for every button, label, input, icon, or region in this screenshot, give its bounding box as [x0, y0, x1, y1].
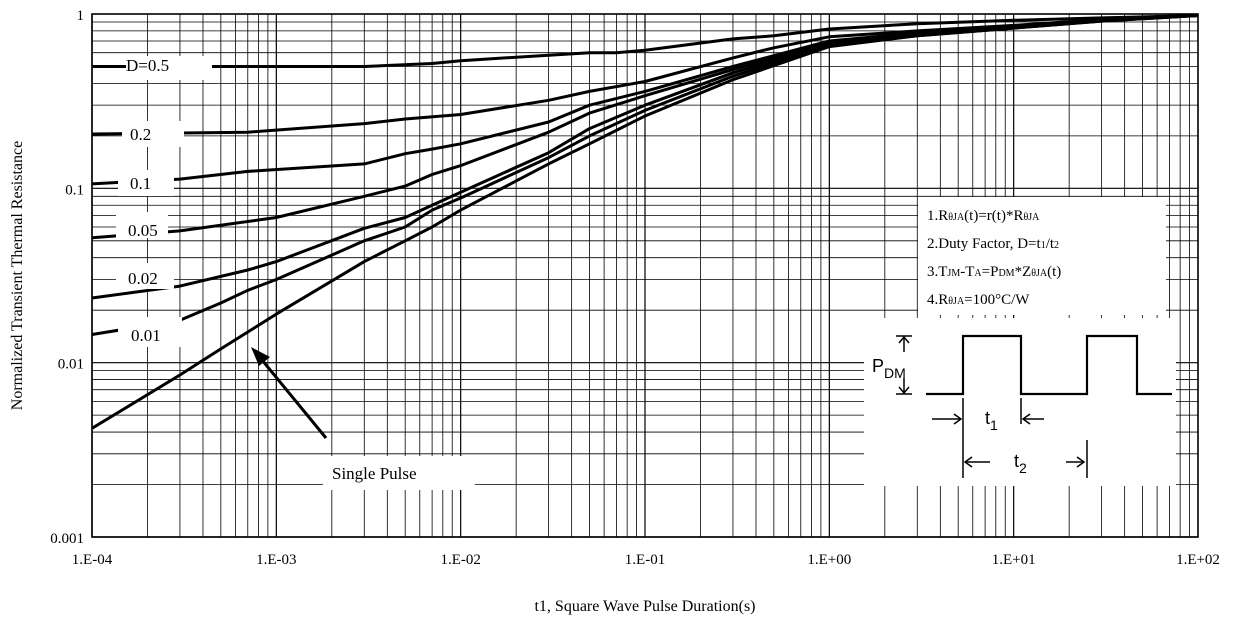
curve-label-bg [118, 317, 182, 347]
x-tick-label: 1.E-01 [625, 552, 665, 568]
series-line [91, 14, 1199, 136]
curve-label-bg [116, 212, 168, 238]
curve-label: 0.2 [130, 125, 151, 144]
note-segment: DM [998, 268, 1014, 279]
y-tick-label: 0.001 [50, 531, 84, 547]
curve-label: Single Pulse [332, 464, 417, 483]
x-tick-label: 1.E-03 [256, 552, 296, 568]
note-segment: θJA [1031, 268, 1048, 279]
note-segment: θJA [948, 296, 965, 307]
note-segment: (t)=r(t)*R [964, 208, 1023, 224]
note-segment: 1.R [927, 208, 948, 224]
note-segment: -T [960, 264, 974, 280]
note-segment: 2 [1054, 240, 1059, 251]
note-segment: 3.T [927, 264, 947, 280]
note-segment: θJA [948, 212, 965, 223]
series-line [91, 14, 1199, 430]
curve-label: 0.01 [131, 326, 161, 345]
arrow-shaft [260, 359, 328, 439]
t2-label-main: t [1014, 451, 1019, 471]
plot-frame [91, 13, 1199, 538]
curve-label-bg [122, 121, 184, 147]
curve-label-bg [323, 456, 475, 490]
t1-label: t1 [985, 408, 998, 433]
note-segment: 1 [1041, 240, 1046, 251]
pdm-label-sub: DM [884, 365, 906, 381]
pulse-waveform [926, 334, 1172, 396]
single-pulse-arrow [251, 347, 328, 439]
note-segment: (t) [1047, 264, 1061, 280]
note-segment: =100°C/W [964, 292, 1030, 308]
note-segment: 4.R [927, 292, 948, 308]
note-segment: /t [1046, 236, 1055, 252]
t2-arrowhead-left [963, 456, 973, 468]
plot-border [91, 13, 1199, 538]
x-tick-label: 1.E+01 [992, 552, 1036, 568]
y-tick-label: 1 [77, 8, 85, 24]
t1-arrowhead-left [953, 413, 963, 425]
note-line: 4.RθJA=100°C/W [927, 292, 1030, 308]
note-segment: =P [982, 264, 999, 280]
tick-labels: 1.E-04 1.E-03 1.E-02 1.E-01 1.E+00 1.E+01 1.E+… [50, 8, 1220, 568]
t1-label-sub: 1 [990, 417, 998, 433]
t2-label-sub: 2 [1019, 460, 1027, 476]
y-axis-title: Normalized Transient Thermal Resistance [9, 141, 26, 410]
y-tick-label: 0.1 [65, 182, 84, 198]
curve-label-bg [126, 56, 212, 80]
arrow-head [251, 347, 270, 366]
t2-arrowhead-right [1076, 456, 1086, 468]
pdm-label: PDM [872, 356, 906, 381]
curve-label: 0.02 [128, 269, 158, 288]
pdm-label-main: P [872, 356, 884, 376]
x-tick-label: 1.E+02 [1176, 552, 1220, 568]
y-tick-label: 0.01 [58, 357, 84, 373]
curve-labels: D=0.5 0.2 0.1 0.05 0.02 0.01 Single Pulse [116, 56, 475, 490]
curve-label: D=0.5 [126, 56, 169, 75]
x-tick-label: 1.E+00 [807, 552, 851, 568]
x-axis-title: t1, Square Wave Pulse Duration(s) [534, 598, 755, 615]
x-tick-label: 1.E-02 [440, 552, 480, 568]
x-tick-label: 1.E-04 [72, 552, 113, 568]
note-segment: A [974, 268, 982, 279]
note-segment: θJA [1023, 212, 1040, 223]
notes-bg [918, 197, 1166, 315]
note-line: 3.TJM-TA=PDM*ZθJA(t) [927, 264, 1061, 280]
series-line [92, 14, 1199, 68]
axis-titles: t1, Square Wave Pulse Duration(s) Normali… [9, 141, 756, 615]
note-line: 1.RθJA(t)=r(t)*RθJA [927, 208, 1040, 224]
note-segment: *Z [1015, 264, 1032, 280]
t1-arrowhead-right [1021, 413, 1031, 425]
series-lines [91, 14, 1199, 430]
curve-label: 0.05 [128, 221, 158, 240]
curve-label-bg [116, 263, 174, 289]
note-line: 2.Duty Factor, D=t1/t2 [927, 236, 1059, 252]
note-segment: 2.Duty Factor, D=t [927, 236, 1042, 252]
pdm-arrowhead-up [898, 335, 910, 344]
curve-label-bg [118, 170, 174, 196]
note-segment: JM [947, 268, 960, 279]
curve-label: 0.1 [130, 174, 151, 193]
t2-label: t2 [1014, 451, 1027, 476]
pdm-arrowhead-down [898, 386, 910, 395]
t1-label-main: t [985, 408, 990, 428]
